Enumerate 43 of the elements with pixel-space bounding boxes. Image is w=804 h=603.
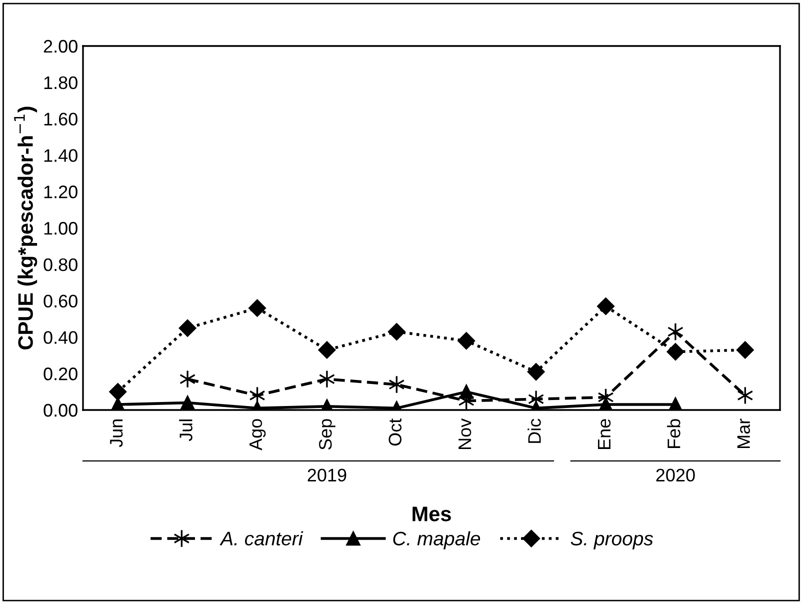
point bbox=[180, 396, 195, 410]
legend-label: A. canteri bbox=[220, 531, 304, 546]
y-tick-label: 1.20 bbox=[44, 186, 78, 198]
x-tick-label: Ene bbox=[598, 419, 611, 449]
point bbox=[178, 319, 196, 337]
x-tick-label: Jul bbox=[179, 420, 192, 442]
y-tick-label: 0.60 bbox=[44, 294, 78, 308]
point bbox=[597, 298, 614, 315]
y-tick-label: 1.00 bbox=[44, 222, 78, 235]
x-tick-label: Ago bbox=[249, 419, 266, 450]
y-axis-title: CPUE (kg*pescador-h$^{−1}$) bbox=[14, 106, 38, 350]
legend-label: S. proops bbox=[570, 532, 654, 550]
x-tick-label: Sep bbox=[319, 419, 336, 450]
y-tick-label: 2.00 bbox=[44, 40, 78, 53]
point bbox=[248, 299, 266, 317]
point bbox=[736, 341, 754, 359]
point bbox=[109, 383, 127, 400]
y-tick-label: 1.80 bbox=[44, 76, 78, 90]
y-tick-label: 0.40 bbox=[44, 331, 78, 344]
y-tick-label: 0.80 bbox=[44, 258, 78, 272]
y-tick-label: 0.20 bbox=[44, 368, 78, 380]
point bbox=[527, 363, 545, 380]
point bbox=[180, 370, 196, 388]
legend-label: C. mapale bbox=[393, 531, 480, 550]
x-tick-label: Nov bbox=[458, 418, 472, 449]
x-tick-label: Feb bbox=[667, 419, 680, 448]
x-tick-label: Jun bbox=[110, 420, 123, 448]
x-tick-label: Dic bbox=[528, 418, 541, 443]
x-tick-label: Mar bbox=[737, 418, 750, 448]
text: 2020 bbox=[656, 468, 695, 482]
text: 2019 bbox=[308, 468, 346, 482]
y-tick-label: 0.00 bbox=[44, 404, 78, 417]
point bbox=[667, 322, 684, 341]
point bbox=[388, 323, 406, 340]
y-tick-label: 1.40 bbox=[44, 149, 78, 162]
point bbox=[666, 343, 684, 360]
point bbox=[318, 370, 335, 388]
point bbox=[318, 341, 336, 359]
point bbox=[459, 384, 474, 399]
x-axis-title: Mes bbox=[412, 506, 451, 522]
x-tick-label: Oct bbox=[388, 418, 402, 446]
point bbox=[458, 332, 476, 350]
y-tick-label: 1.60 bbox=[44, 112, 78, 126]
